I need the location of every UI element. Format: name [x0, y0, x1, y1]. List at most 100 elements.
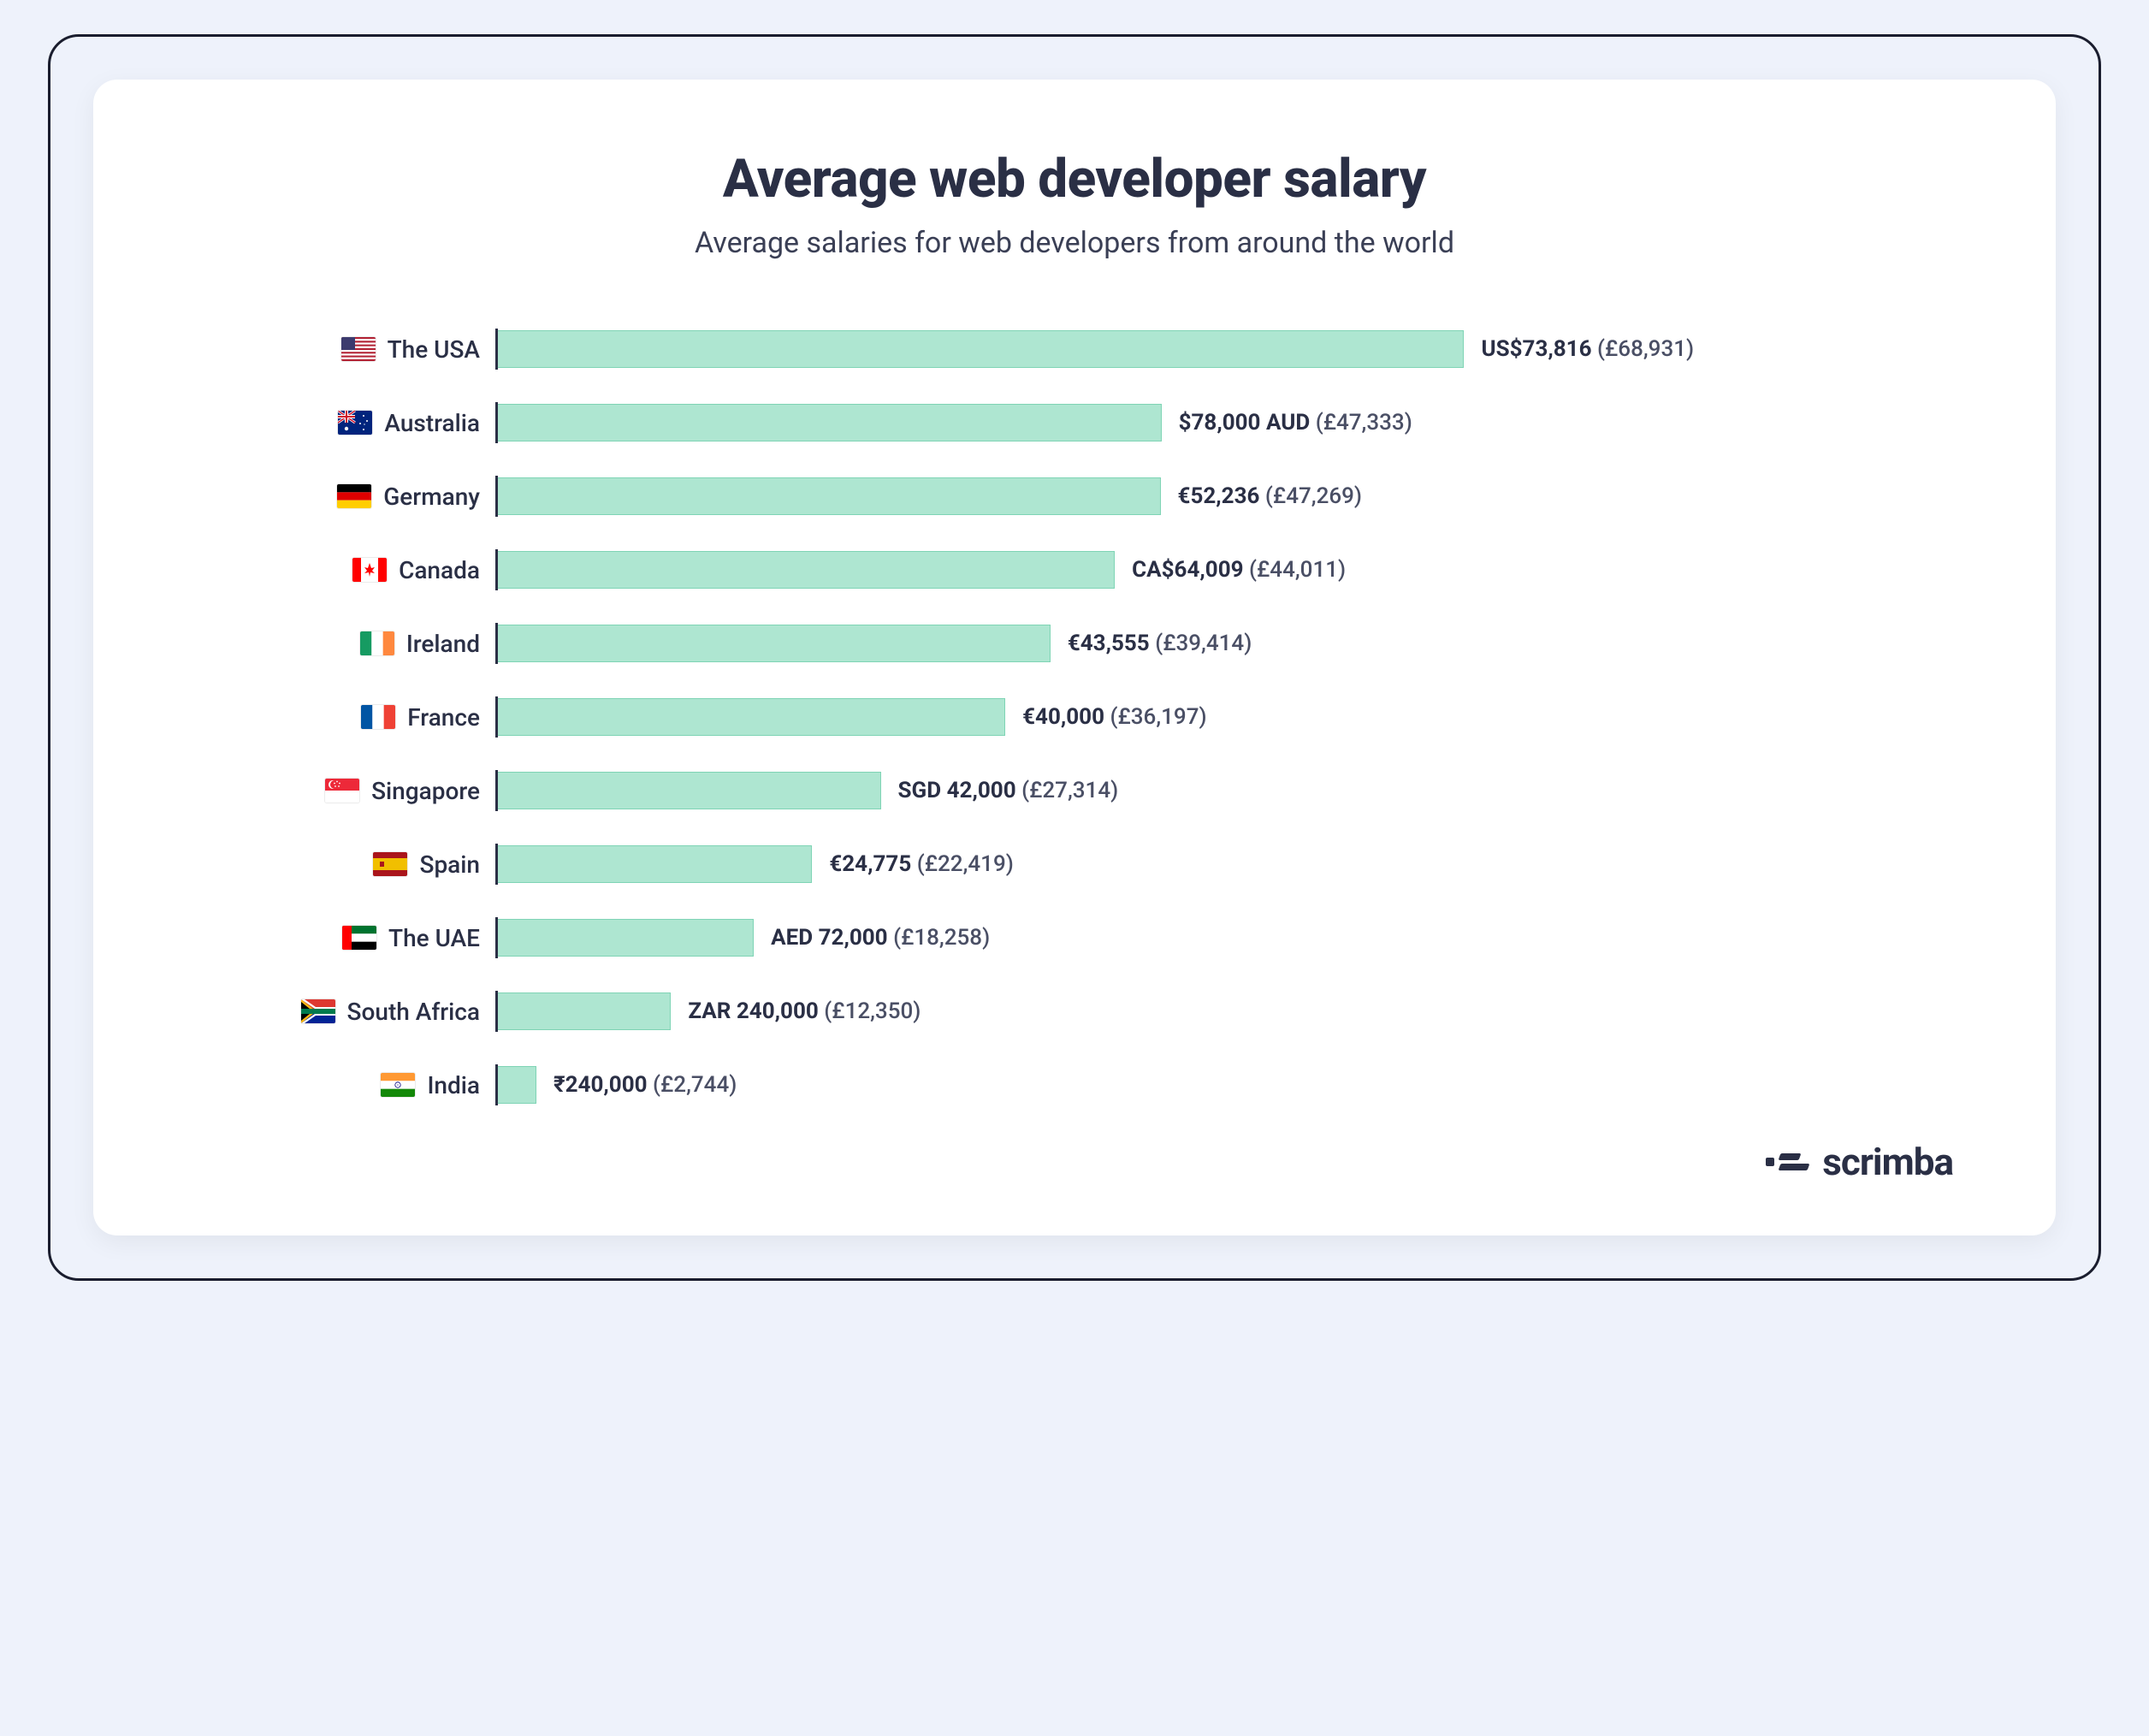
row-label: The USA	[230, 335, 495, 364]
brand-logo: scrimba	[179, 1140, 1970, 1184]
salary-bar	[498, 330, 1464, 368]
bar-area: €40,000 (£36,197)	[495, 696, 1919, 738]
country-name: Spain	[419, 850, 480, 879]
local-salary: €24,775	[829, 851, 911, 877]
row-label: Singapore	[230, 777, 495, 805]
gbp-salary: (£47,333)	[1316, 410, 1412, 435]
country-name: The USA	[388, 335, 480, 364]
chart-row: Australia $78,000 AUD (£47,333)	[230, 402, 1919, 443]
flag-usa-icon	[341, 337, 376, 361]
local-salary: CA$64,009	[1132, 557, 1243, 583]
flag-uae-icon	[342, 926, 376, 950]
salary-value: CA$64,009 (£44,011)	[1132, 557, 1346, 583]
country-name: Germany	[383, 483, 480, 511]
gbp-salary: (£18,258)	[893, 925, 990, 951]
gbp-salary: (£44,011)	[1249, 557, 1346, 583]
scrimba-icon	[1766, 1153, 1809, 1170]
flag-australia-icon	[338, 411, 372, 435]
salary-value: €43,555 (£39,414)	[1068, 631, 1252, 656]
salary-bar	[498, 551, 1115, 589]
row-label: The UAE	[230, 924, 495, 952]
flag-france-icon	[361, 705, 395, 729]
row-label: Canada	[230, 556, 495, 584]
salary-value: €24,775 (£22,419)	[829, 851, 1013, 877]
row-label: Ireland	[230, 630, 495, 658]
local-salary: SGD 42,000	[898, 778, 1016, 803]
flag-ireland-icon	[360, 631, 394, 655]
bar-area: $78,000 AUD (£47,333)	[495, 402, 1919, 443]
chart-subtitle: Average salaries for web developers from…	[179, 226, 1970, 260]
chart-row: South Africa ZAR 240,000 (£12,350)	[230, 991, 1919, 1032]
outer-frame: Average web developer salary Average sal…	[48, 34, 2101, 1281]
chart-row: Ireland €43,555 (£39,414)	[230, 623, 1919, 664]
salary-value: SGD 42,000 (£27,314)	[898, 778, 1119, 803]
salary-value: $78,000 AUD (£47,333)	[1179, 410, 1412, 435]
salary-value: €52,236 (£47,269)	[1178, 483, 1362, 509]
local-salary: AED 72,000	[771, 925, 887, 951]
chart-row: France €40,000 (£36,197)	[230, 696, 1919, 738]
chart-row: The UAE AED 72,000 (£18,258)	[230, 917, 1919, 958]
local-salary: US$73,816	[1481, 336, 1591, 362]
bar-area: ZAR 240,000 (£12,350)	[495, 991, 1919, 1032]
salary-bar	[498, 772, 881, 809]
gbp-salary: (£22,419)	[917, 851, 1014, 877]
country-name: The UAE	[388, 924, 480, 952]
flag-india-icon	[381, 1073, 415, 1097]
chart-row: Germany €52,236 (£47,269)	[230, 476, 1919, 517]
bar-area: €43,555 (£39,414)	[495, 623, 1919, 664]
gbp-salary: (£36,197)	[1110, 704, 1206, 730]
chart-card: Average web developer salary Average sal…	[93, 80, 2056, 1235]
salary-bar	[498, 992, 671, 1030]
chart-row: Spain €24,775 (£22,419)	[230, 844, 1919, 885]
bar-area: €24,775 (£22,419)	[495, 844, 1919, 885]
country-name: Australia	[384, 409, 480, 437]
row-label: Spain	[230, 850, 495, 879]
local-salary: €52,236	[1178, 483, 1260, 509]
country-name: Ireland	[406, 630, 480, 658]
salary-value: US$73,816 (£68,931)	[1481, 336, 1694, 362]
brand-name: scrimba	[1822, 1140, 1953, 1184]
row-label: India	[230, 1071, 495, 1099]
bar-area: ₹240,000 (£2,744)	[495, 1064, 1919, 1105]
salary-value: ZAR 240,000 (£12,350)	[688, 998, 921, 1024]
salary-value: €40,000 (£36,197)	[1022, 704, 1206, 730]
gbp-salary: (£68,931)	[1597, 336, 1694, 362]
bar-area: €52,236 (£47,269)	[495, 476, 1919, 517]
row-label: Australia	[230, 409, 495, 437]
salary-bar	[498, 625, 1051, 662]
gbp-salary: (£47,269)	[1265, 483, 1362, 509]
salary-value: AED 72,000 (£18,258)	[771, 925, 990, 951]
salary-bar	[498, 477, 1161, 515]
salary-bar	[498, 1066, 536, 1104]
country-name: Canada	[399, 556, 480, 584]
salary-bar	[498, 845, 812, 883]
flag-spain-icon	[373, 852, 407, 876]
country-name: France	[407, 703, 480, 732]
chart-row: Canada CA$64,009 (£44,011)	[230, 549, 1919, 590]
salary-bar	[498, 404, 1162, 441]
country-name: Singapore	[371, 777, 480, 805]
row-label: South Africa	[230, 998, 495, 1026]
local-salary: €40,000	[1022, 704, 1104, 730]
row-label: Germany	[230, 483, 495, 511]
gbp-salary: (£27,314)	[1021, 778, 1118, 803]
bar-area: US$73,816 (£68,931)	[495, 329, 1919, 370]
gbp-salary: (£12,350)	[824, 998, 921, 1024]
gbp-salary: (£2,744)	[653, 1072, 737, 1098]
flag-south-africa-icon	[301, 999, 335, 1023]
bar-area: CA$64,009 (£44,011)	[495, 549, 1919, 590]
salary-value: ₹240,000 (£2,744)	[554, 1072, 737, 1098]
flag-germany-icon	[337, 484, 371, 508]
local-salary: ZAR 240,000	[688, 998, 818, 1024]
country-name: India	[427, 1071, 480, 1099]
flag-canada-icon	[352, 558, 387, 582]
chart-title: Average web developer salary	[179, 148, 1970, 210]
local-salary: ₹240,000	[554, 1072, 648, 1098]
salary-bar	[498, 698, 1005, 736]
bar-area: SGD 42,000 (£27,314)	[495, 770, 1919, 811]
row-label: France	[230, 703, 495, 732]
salary-bar	[498, 919, 754, 957]
country-name: South Africa	[347, 998, 480, 1026]
gbp-salary: (£39,414)	[1155, 631, 1252, 656]
chart-row: India ₹240,000 (£2,744)	[230, 1064, 1919, 1105]
